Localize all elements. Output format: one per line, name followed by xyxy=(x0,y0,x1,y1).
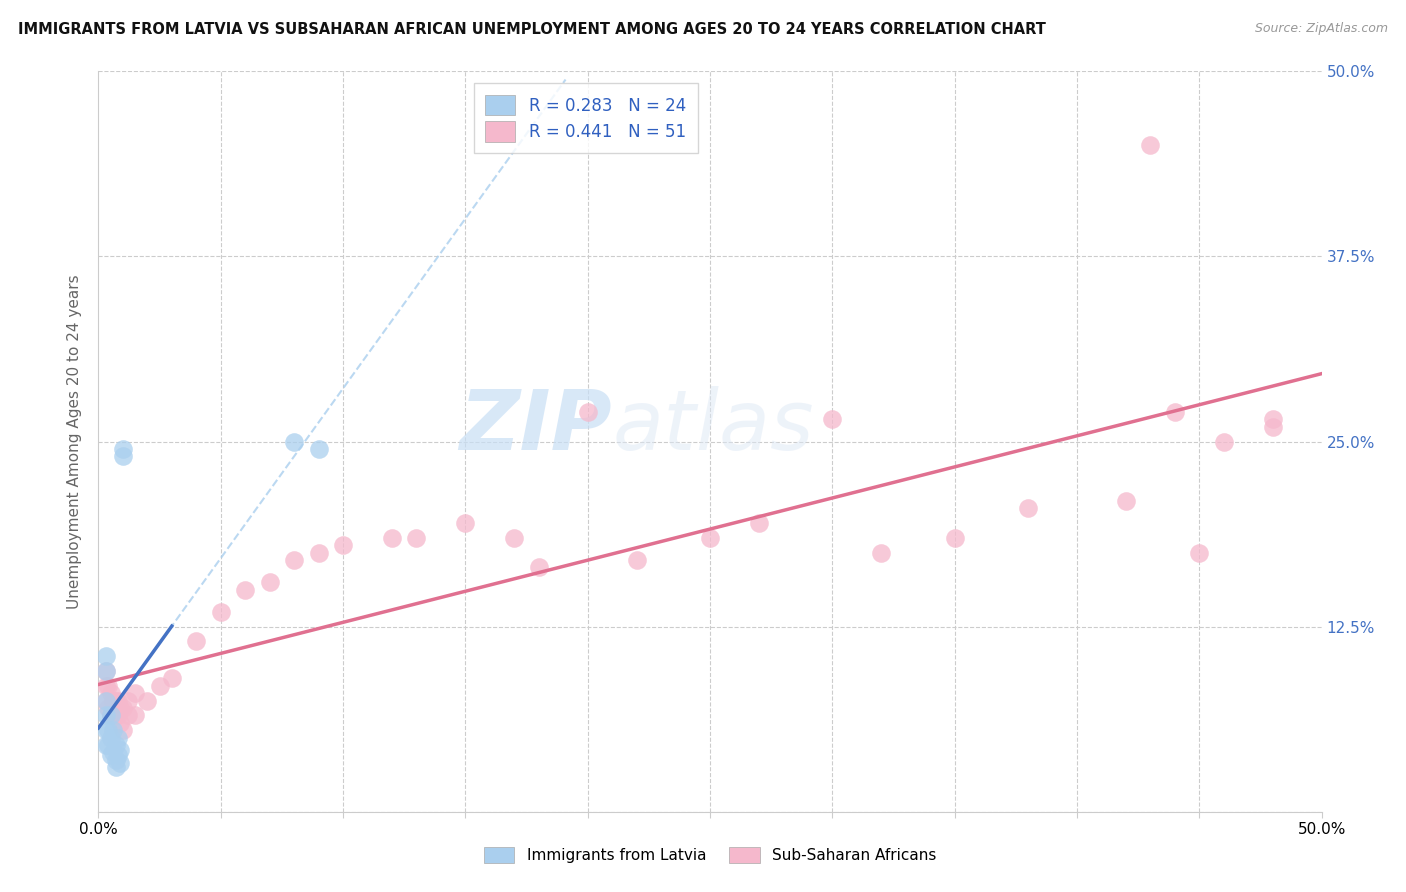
Point xyxy=(943,531,966,545)
Point xyxy=(94,723,117,738)
Point xyxy=(107,694,129,708)
Point xyxy=(100,748,122,763)
Text: ZIP: ZIP xyxy=(460,386,612,467)
Point xyxy=(107,708,129,723)
Point xyxy=(101,746,124,760)
Point xyxy=(94,664,117,678)
Text: Source: ZipAtlas.com: Source: ZipAtlas.com xyxy=(1254,22,1388,36)
Point xyxy=(100,731,122,745)
Point xyxy=(101,723,124,738)
Point xyxy=(405,531,427,545)
Point xyxy=(111,723,134,738)
Point xyxy=(94,738,117,752)
Point xyxy=(110,701,132,715)
Point xyxy=(821,412,844,426)
Point xyxy=(124,708,146,723)
Point xyxy=(308,546,330,560)
Point xyxy=(110,715,132,730)
Point xyxy=(100,708,122,723)
Point xyxy=(110,756,132,770)
Point xyxy=(1261,412,1284,426)
Point xyxy=(104,694,127,708)
Point xyxy=(117,708,139,723)
Point xyxy=(110,742,132,756)
Point xyxy=(101,694,124,708)
Point xyxy=(136,694,159,708)
Text: IMMIGRANTS FROM LATVIA VS SUBSAHARAN AFRICAN UNEMPLOYMENT AMONG AGES 20 TO 24 YE: IMMIGRANTS FROM LATVIA VS SUBSAHARAN AFR… xyxy=(18,22,1046,37)
Point xyxy=(1139,138,1161,153)
Point xyxy=(111,450,134,464)
Point xyxy=(94,649,117,664)
Point xyxy=(160,672,183,686)
Point xyxy=(1261,419,1284,434)
Point xyxy=(186,634,208,648)
Point xyxy=(97,679,120,693)
Text: atlas: atlas xyxy=(612,386,814,467)
Point xyxy=(104,753,127,767)
Point xyxy=(117,694,139,708)
Point xyxy=(1017,501,1039,516)
Point xyxy=(149,679,172,693)
Point xyxy=(1164,405,1187,419)
Point xyxy=(94,708,117,723)
Point xyxy=(124,686,146,700)
Point xyxy=(1188,546,1211,560)
Point xyxy=(104,738,127,752)
Point xyxy=(283,434,305,449)
Point xyxy=(332,538,354,552)
Legend: Immigrants from Latvia, Sub-Saharan Africans: Immigrants from Latvia, Sub-Saharan Afri… xyxy=(477,839,943,871)
Point xyxy=(699,531,721,545)
Point xyxy=(527,560,550,574)
Point xyxy=(94,679,117,693)
Point xyxy=(503,531,526,545)
Point xyxy=(308,442,330,456)
Point xyxy=(100,686,122,700)
Point xyxy=(94,664,117,678)
Point xyxy=(100,708,122,723)
Point xyxy=(104,760,127,774)
Point xyxy=(94,694,117,708)
Point xyxy=(576,405,599,419)
Point xyxy=(97,723,120,738)
Point xyxy=(107,748,129,763)
Point xyxy=(626,553,648,567)
Point xyxy=(107,731,129,745)
Point xyxy=(111,442,134,456)
Point xyxy=(104,708,127,723)
Point xyxy=(233,582,256,597)
Point xyxy=(111,701,134,715)
Point xyxy=(454,516,477,530)
Point xyxy=(381,531,404,545)
Point xyxy=(283,553,305,567)
Point xyxy=(97,701,120,715)
Y-axis label: Unemployment Among Ages 20 to 24 years: Unemployment Among Ages 20 to 24 years xyxy=(67,274,83,609)
Point xyxy=(870,546,893,560)
Point xyxy=(97,738,120,752)
Point xyxy=(259,575,281,590)
Point xyxy=(94,694,117,708)
Point xyxy=(101,708,124,723)
Point xyxy=(209,605,232,619)
Point xyxy=(748,516,770,530)
Point xyxy=(1212,434,1234,449)
Point xyxy=(1115,493,1137,508)
